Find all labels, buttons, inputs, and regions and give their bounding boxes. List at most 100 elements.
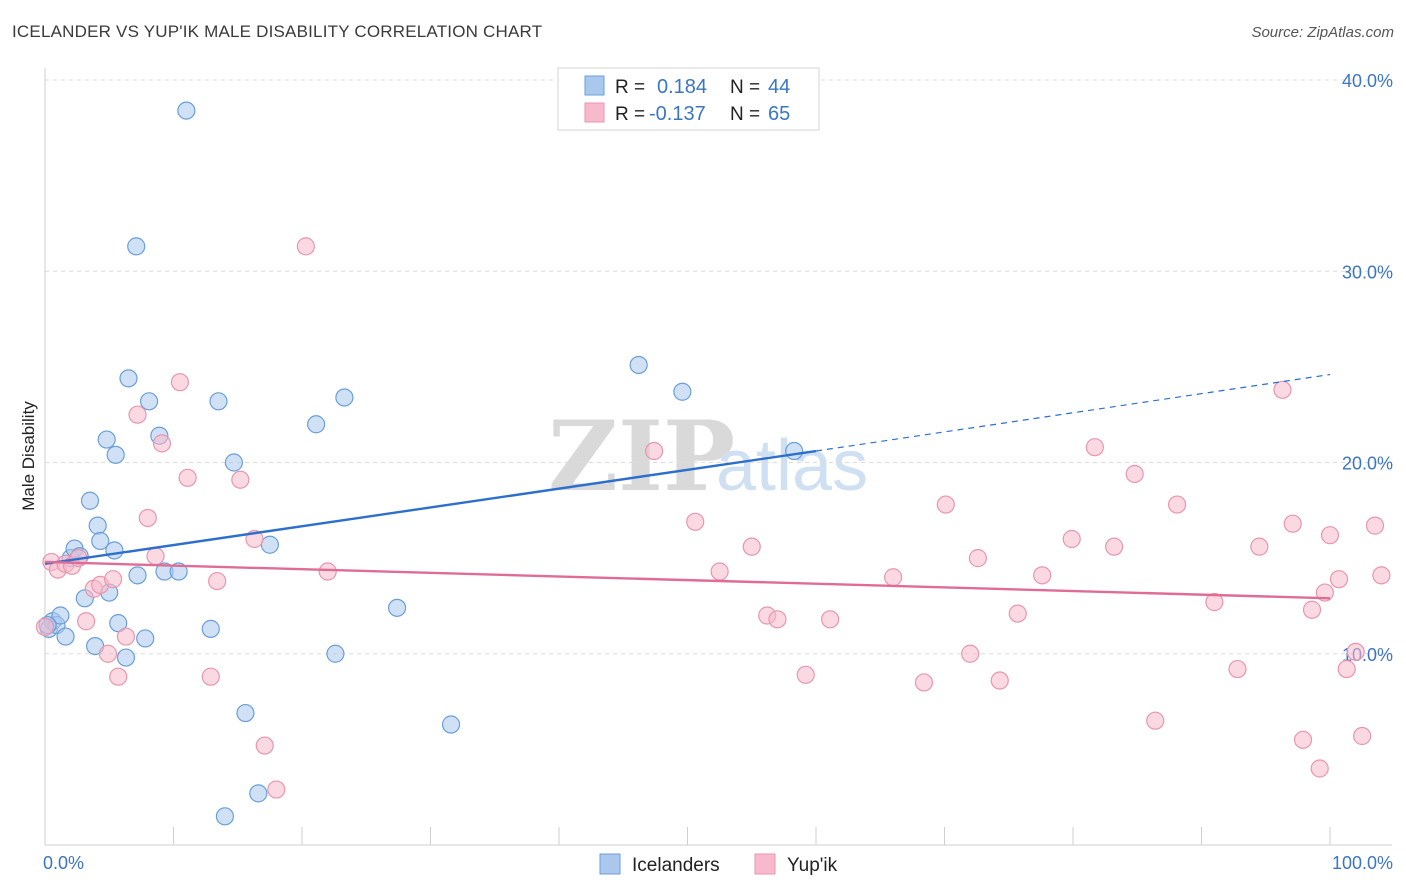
point-icelanders-10 bbox=[80, 491, 100, 510]
watermark: ZIP atlas bbox=[548, 400, 868, 513]
point-yupik-20 bbox=[208, 571, 227, 591]
legend-n-label-1: N = bbox=[730, 77, 760, 98]
point-yupik-50 bbox=[1228, 659, 1247, 679]
point-icelanders-40 bbox=[441, 715, 461, 734]
legend-r-value-2: -0.137 bbox=[649, 103, 706, 125]
point-icelanders-4 bbox=[51, 606, 70, 625]
gridlines bbox=[45, 79, 1392, 655]
trend-line-yupik bbox=[44, 560, 1331, 600]
point-icelanders-5 bbox=[56, 627, 75, 646]
point-yupik-65 bbox=[35, 617, 55, 637]
point-yupik-30 bbox=[742, 537, 761, 556]
x-tick-label-1: 0.0% bbox=[43, 853, 84, 873]
legend-r-value-1: 0.184 bbox=[657, 76, 707, 98]
point-icelanders-41 bbox=[629, 355, 648, 375]
point-yupik-45 bbox=[1105, 537, 1124, 556]
trend-lines bbox=[44, 373, 1331, 600]
point-icelanders-39 bbox=[387, 598, 407, 617]
point-yupik-25 bbox=[296, 237, 315, 256]
point-yupik-14 bbox=[138, 508, 157, 528]
point-yupik-26 bbox=[318, 562, 337, 581]
trend-line-extension-icelanders bbox=[815, 373, 1331, 452]
point-yupik-60 bbox=[1337, 659, 1356, 679]
point-yupik-48 bbox=[1167, 495, 1187, 514]
point-yupik-19 bbox=[201, 667, 220, 686]
point-yupik-29 bbox=[710, 562, 729, 581]
point-yupik-58 bbox=[1320, 526, 1340, 545]
point-yupik-13 bbox=[128, 405, 147, 424]
point-yupik-15 bbox=[146, 547, 165, 566]
legend-r-label-2: R = bbox=[615, 104, 645, 125]
bottom-legend-swatch-yupik bbox=[754, 853, 776, 875]
point-icelanders-13 bbox=[91, 531, 110, 551]
point-icelanders-19 bbox=[106, 445, 125, 464]
legend-n-value-2: 65 bbox=[768, 103, 790, 125]
point-yupik-35 bbox=[883, 568, 903, 587]
point-yupik-17 bbox=[170, 373, 190, 392]
point-yupik-34 bbox=[821, 610, 840, 629]
legend-swatch-icelanders bbox=[584, 75, 605, 96]
point-icelanders-17 bbox=[116, 648, 136, 667]
point-yupik-18 bbox=[178, 468, 197, 487]
point-yupik-55 bbox=[1302, 600, 1322, 619]
point-yupik-51 bbox=[1250, 537, 1269, 556]
point-yupik-10 bbox=[104, 570, 123, 589]
point-yupik-59 bbox=[1329, 570, 1349, 589]
point-icelanders-36 bbox=[307, 415, 326, 434]
point-icelanders-18 bbox=[97, 430, 116, 449]
point-icelanders-23 bbox=[136, 629, 155, 648]
point-icelanders-35 bbox=[260, 535, 279, 554]
trend-line-icelanders bbox=[44, 449, 817, 566]
y-tick-label-2: 20.0% bbox=[1342, 454, 1393, 474]
x-tick-label-2: 100.0% bbox=[1332, 853, 1393, 873]
data-points bbox=[35, 101, 1391, 826]
point-yupik-28 bbox=[686, 512, 705, 531]
point-yupik-16 bbox=[152, 434, 172, 453]
point-yupik-21 bbox=[231, 470, 250, 489]
point-icelanders-22 bbox=[128, 566, 147, 585]
point-yupik-53 bbox=[1283, 514, 1302, 533]
legend-swatch-yupik bbox=[584, 102, 605, 123]
y-tick-label-3: 30.0% bbox=[1342, 262, 1393, 282]
point-icelanders-12 bbox=[88, 516, 107, 535]
point-yupik-42 bbox=[1033, 566, 1052, 585]
point-yupik-61 bbox=[1346, 642, 1365, 661]
point-icelanders-21 bbox=[127, 237, 146, 256]
point-icelanders-37 bbox=[326, 644, 345, 663]
point-icelanders-16 bbox=[109, 614, 128, 633]
point-yupik-49 bbox=[1205, 593, 1224, 612]
point-yupik-54 bbox=[1293, 730, 1313, 749]
point-yupik-27 bbox=[644, 441, 664, 461]
point-yupik-47 bbox=[1146, 711, 1165, 730]
point-yupik-64 bbox=[1372, 566, 1391, 585]
y-axis-label: Male Disability bbox=[19, 401, 38, 511]
point-icelanders-29 bbox=[201, 619, 220, 638]
bottom-legend-label-icelanders: Icelanders bbox=[632, 855, 720, 876]
legend-top: R = 0.184 N = 44 R = -0.137 N = 65 bbox=[557, 67, 820, 131]
point-icelanders-28 bbox=[177, 101, 196, 120]
axes bbox=[44, 68, 1392, 846]
point-yupik-38 bbox=[961, 644, 980, 663]
point-yupik-11 bbox=[109, 667, 128, 686]
legend-r-label-1: R = bbox=[615, 77, 645, 98]
point-yupik-57 bbox=[1315, 583, 1334, 602]
point-yupik-62 bbox=[1353, 726, 1372, 746]
legend-n-label-2: N = bbox=[730, 104, 760, 125]
bottom-legend-swatch-icelanders bbox=[599, 853, 621, 875]
legend-n-value-1: 44 bbox=[768, 76, 790, 98]
point-yupik-12 bbox=[116, 627, 136, 646]
point-icelanders-32 bbox=[224, 453, 243, 472]
point-yupik-44 bbox=[1085, 438, 1104, 457]
point-yupik-43 bbox=[1062, 529, 1081, 549]
point-yupik-6 bbox=[77, 612, 96, 631]
point-yupik-52 bbox=[1273, 380, 1292, 399]
watermark-zip: ZIP bbox=[548, 400, 735, 513]
point-icelanders-34 bbox=[249, 784, 268, 803]
y-tick-label-4: 40.0% bbox=[1342, 71, 1393, 91]
point-icelanders-15 bbox=[105, 541, 124, 560]
point-yupik-24 bbox=[267, 780, 286, 799]
point-yupik-36 bbox=[914, 673, 934, 692]
point-icelanders-33 bbox=[236, 703, 255, 723]
point-yupik-40 bbox=[990, 671, 1009, 690]
